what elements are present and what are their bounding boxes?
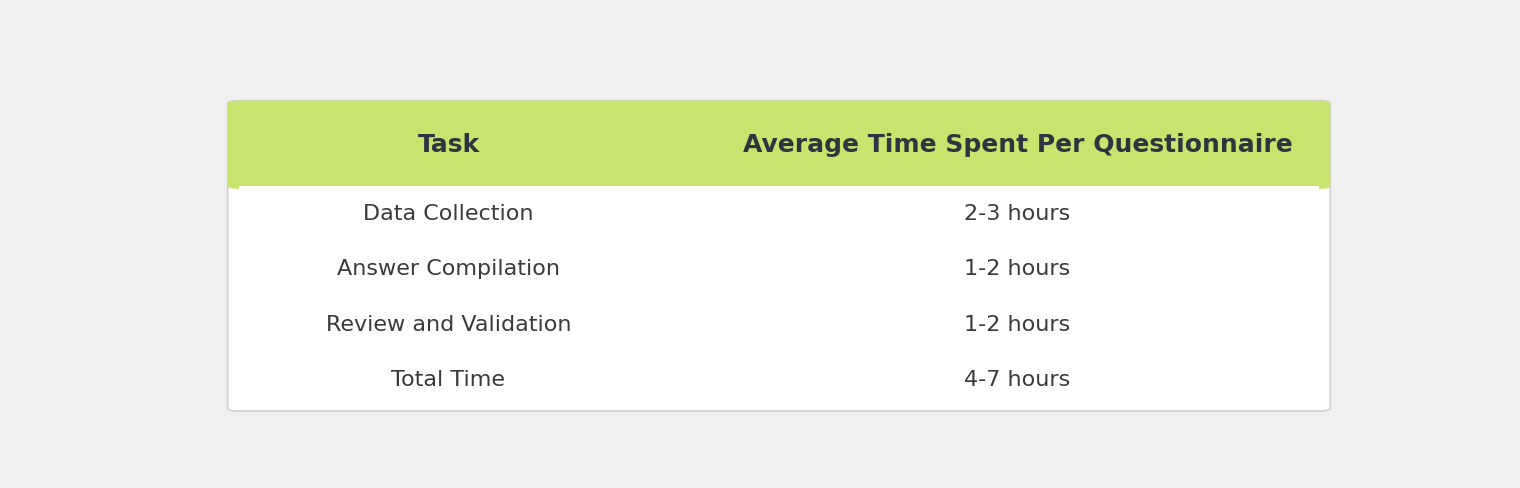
Text: 2-3 hours: 2-3 hours (964, 203, 1070, 224)
Bar (240, 297, 1318, 352)
Bar (239, 153, 1319, 186)
Bar (240, 352, 1318, 408)
Text: 1-2 hours: 1-2 hours (964, 259, 1070, 279)
FancyBboxPatch shape (228, 101, 1330, 189)
Text: Answer Compilation: Answer Compilation (337, 259, 559, 279)
Text: 4-7 hours: 4-7 hours (964, 370, 1070, 390)
Bar (240, 242, 1318, 297)
Text: Average Time Spent Per Questionnaire: Average Time Spent Per Questionnaire (743, 133, 1292, 157)
Text: Total Time: Total Time (392, 370, 506, 390)
FancyBboxPatch shape (228, 101, 1330, 411)
Text: Task: Task (418, 133, 479, 157)
Text: 1-2 hours: 1-2 hours (964, 315, 1070, 335)
Text: Data Collection: Data Collection (363, 203, 534, 224)
Text: Review and Validation: Review and Validation (325, 315, 572, 335)
Bar (240, 186, 1318, 242)
